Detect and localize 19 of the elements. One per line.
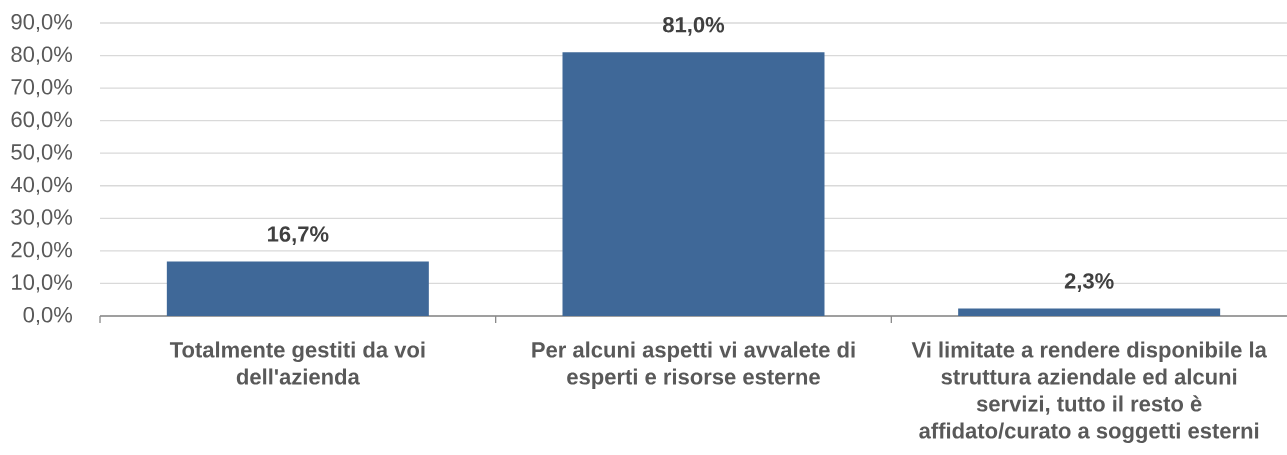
y-tick-label: 50,0%	[11, 144, 73, 163]
y-tick-label: 40,0%	[10, 176, 73, 195]
data-label: 81,0%	[663, 16, 725, 36]
x-tick-label: Vi limitate a rendere disponibile la struttura aziendale ed alcuni servizi, tutto il resto è affidato/curato a soggetti esterni	[911, 341, 1267, 444]
x-tick-label: Totalmente gestiti da voi dell'azienda	[169, 341, 425, 385]
y-tick-label: 80,0%	[11, 46, 73, 65]
data-label: 2,3%	[1064, 273, 1114, 292]
data-label: 16,7%	[268, 226, 329, 246]
x-tick-label: Per alcuni aspetti vi avvalete di esperti e risorse esterne	[532, 341, 855, 389]
bar	[958, 308, 1221, 316]
bar	[562, 52, 825, 316]
y-tick-label: 10,0%	[12, 274, 73, 293]
y-tick-label: 20,0%	[11, 241, 73, 260]
y-tick-label: 30,0%	[11, 209, 73, 228]
y-tick-label: 70,0%	[11, 79, 73, 98]
y-tick-label: 60,0%	[11, 111, 73, 130]
bar	[166, 261, 429, 316]
y-tick-label: 0,0%	[23, 306, 73, 326]
y-tick-label: 90,0%	[11, 13, 73, 33]
